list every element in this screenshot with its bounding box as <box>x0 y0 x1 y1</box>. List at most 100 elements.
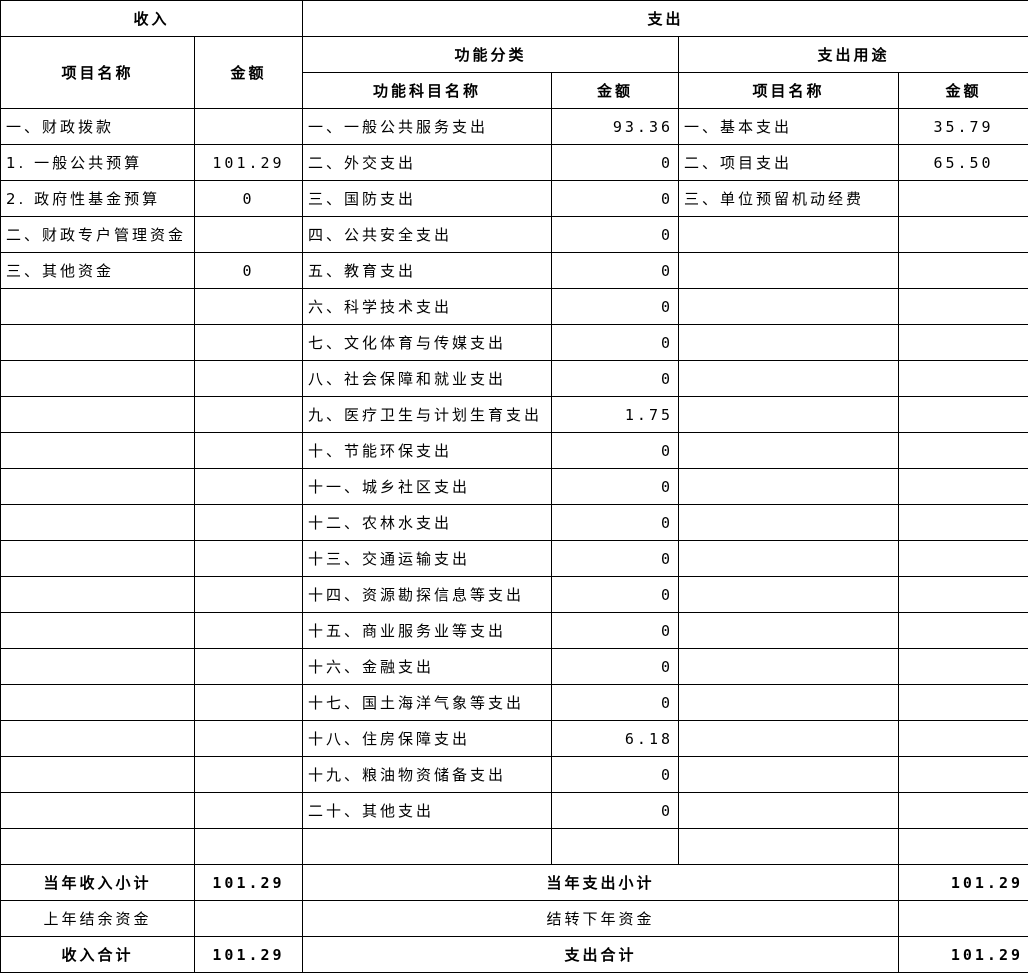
function-subject-name-cell: 十、节能环保支出 <box>302 432 553 469</box>
table-row: 一、财政拨款 一、一般公共服务支出 93.36 一、基本支出 35.79 <box>0 108 1028 145</box>
income-item-name-cell <box>0 504 195 541</box>
table-row: 三、其他资金 0 五、教育支出 0 <box>0 252 1028 289</box>
table-row <box>0 828 1028 865</box>
income-amount-cell <box>193 324 304 361</box>
table-row: 二、财政专户管理资金 四、公共安全支出 0 <box>0 216 1028 253</box>
totals-row: 上年结余资金 结转下年资金 <box>0 900 1028 937</box>
usage-amount-cell <box>898 540 1028 577</box>
income-item-name-cell <box>0 396 195 433</box>
table-row: 二十、其他支出 0 <box>0 792 1028 829</box>
usage-amount-cell <box>898 180 1028 217</box>
income-amount-cell <box>193 576 304 613</box>
usage-amount-cell <box>898 396 1028 433</box>
usage-amount-cell: 35.79 <box>898 108 1028 145</box>
income-subtotal-label: 当年收入小计 <box>0 864 195 901</box>
income-item-name-cell: 2. 政府性基金预算 <box>0 180 195 217</box>
function-subject-name-cell: 八、社会保障和就业支出 <box>302 360 553 397</box>
income-item-name-cell <box>0 684 195 721</box>
prev-balance-label: 上年结余资金 <box>0 900 195 937</box>
income-subtotal-value: 101.29 <box>193 864 304 901</box>
usage-amount-cell <box>898 216 1028 253</box>
expense-total-label: 支出合计 <box>302 936 900 973</box>
function-amount-cell: 0 <box>551 216 680 253</box>
income-item-name-cell <box>0 288 195 325</box>
usage-amount-cell <box>898 252 1028 289</box>
usage-amount-cell <box>898 360 1028 397</box>
function-amount-cell: 0 <box>551 792 680 829</box>
usage-amount-cell <box>898 756 1028 793</box>
usage-amount-cell <box>898 288 1028 325</box>
income-amount-cell <box>193 504 304 541</box>
income-amount-cell <box>193 756 304 793</box>
usage-item-name-cell <box>678 288 900 325</box>
table-row: 十一、城乡社区支出 0 <box>0 468 1028 505</box>
table-row: 十七、国土海洋气象等支出 0 <box>0 684 1028 721</box>
usage-item-name-cell <box>678 792 900 829</box>
income-item-name-cell <box>0 540 195 577</box>
function-amount-cell: 0 <box>551 504 680 541</box>
function-subject-name-cell: 十一、城乡社区支出 <box>302 468 553 505</box>
prev-balance-value <box>193 900 304 937</box>
usage-amount-cell <box>898 468 1028 505</box>
income-header: 收入 <box>0 0 304 37</box>
usage-amount-cell <box>898 720 1028 757</box>
function-amount-cell: 0 <box>551 648 680 685</box>
usage-amount-cell <box>898 324 1028 361</box>
usage-item-name-header: 项目名称 <box>678 72 900 109</box>
table-row: 六、科学技术支出 0 <box>0 288 1028 325</box>
function-amount-cell: 1.75 <box>551 396 680 433</box>
totals-row: 收入合计 101.29 支出合计 101.29 <box>0 936 1028 973</box>
table-row: 八、社会保障和就业支出 0 <box>0 360 1028 397</box>
table-row: 1. 一般公共预算 101.29 二、外交支出 0 二、项目支出 65.50 <box>0 144 1028 181</box>
income-amount-cell <box>193 108 304 145</box>
expense-subtotal-label: 当年支出小计 <box>302 864 900 901</box>
function-subject-name-header: 功能科目名称 <box>302 72 553 109</box>
carry-forward-value <box>898 900 1028 937</box>
usage-item-name-cell <box>678 432 900 469</box>
income-item-name-cell <box>0 324 195 361</box>
function-amount-cell: 0 <box>551 252 680 289</box>
usage-item-name-cell <box>678 612 900 649</box>
function-amount-cell: 0 <box>551 360 680 397</box>
function-amount-cell: 0 <box>551 324 680 361</box>
usage-item-name-cell <box>678 684 900 721</box>
function-subject-name-cell: 九、医疗卫生与计划生育支出 <box>302 396 553 433</box>
usage-item-name-cell <box>678 396 900 433</box>
income-amount-cell <box>193 648 304 685</box>
income-item-name-cell: 二、财政专户管理资金 <box>0 216 195 253</box>
income-amount-cell <box>193 792 304 829</box>
function-amount-cell: 6.18 <box>551 720 680 757</box>
table-row: 九、医疗卫生与计划生育支出 1.75 <box>0 396 1028 433</box>
expense-usage-header: 支出用途 <box>678 36 1028 73</box>
expense-total-value: 101.29 <box>898 936 1028 973</box>
function-subject-name-cell: 七、文化体育与传媒支出 <box>302 324 553 361</box>
income-item-name-cell <box>0 576 195 613</box>
income-amount-cell: 0 <box>193 252 304 289</box>
income-item-name-cell <box>0 756 195 793</box>
usage-item-name-cell: 一、基本支出 <box>678 108 900 145</box>
function-amount-cell: 0 <box>551 180 680 217</box>
function-amount-cell: 0 <box>551 468 680 505</box>
income-amount-cell <box>193 468 304 505</box>
usage-item-name-cell <box>678 756 900 793</box>
function-subject-name-cell: 一、一般公共服务支出 <box>302 108 553 145</box>
income-item-name-cell <box>0 360 195 397</box>
income-item-name-cell: 1. 一般公共预算 <box>0 144 195 181</box>
income-item-name-cell <box>0 432 195 469</box>
income-total-value: 101.29 <box>193 936 304 973</box>
usage-item-name-cell <box>678 324 900 361</box>
function-amount-cell: 0 <box>551 540 680 577</box>
income-item-name-header: 项目名称 <box>0 36 195 109</box>
usage-item-name-cell: 三、单位预留机动经费 <box>678 180 900 217</box>
function-subject-name-cell: 六、科学技术支出 <box>302 288 553 325</box>
function-amount-cell: 0 <box>551 288 680 325</box>
table-row: 十四、资源勘探信息等支出 0 <box>0 576 1028 613</box>
function-amount-cell: 0 <box>551 612 680 649</box>
usage-item-name-cell <box>678 828 900 865</box>
income-amount-cell <box>193 612 304 649</box>
income-item-name-cell <box>0 720 195 757</box>
function-category-header: 功能分类 <box>302 36 680 73</box>
usage-amount-header: 金额 <box>898 72 1028 109</box>
expense-header: 支出 <box>302 0 1028 37</box>
